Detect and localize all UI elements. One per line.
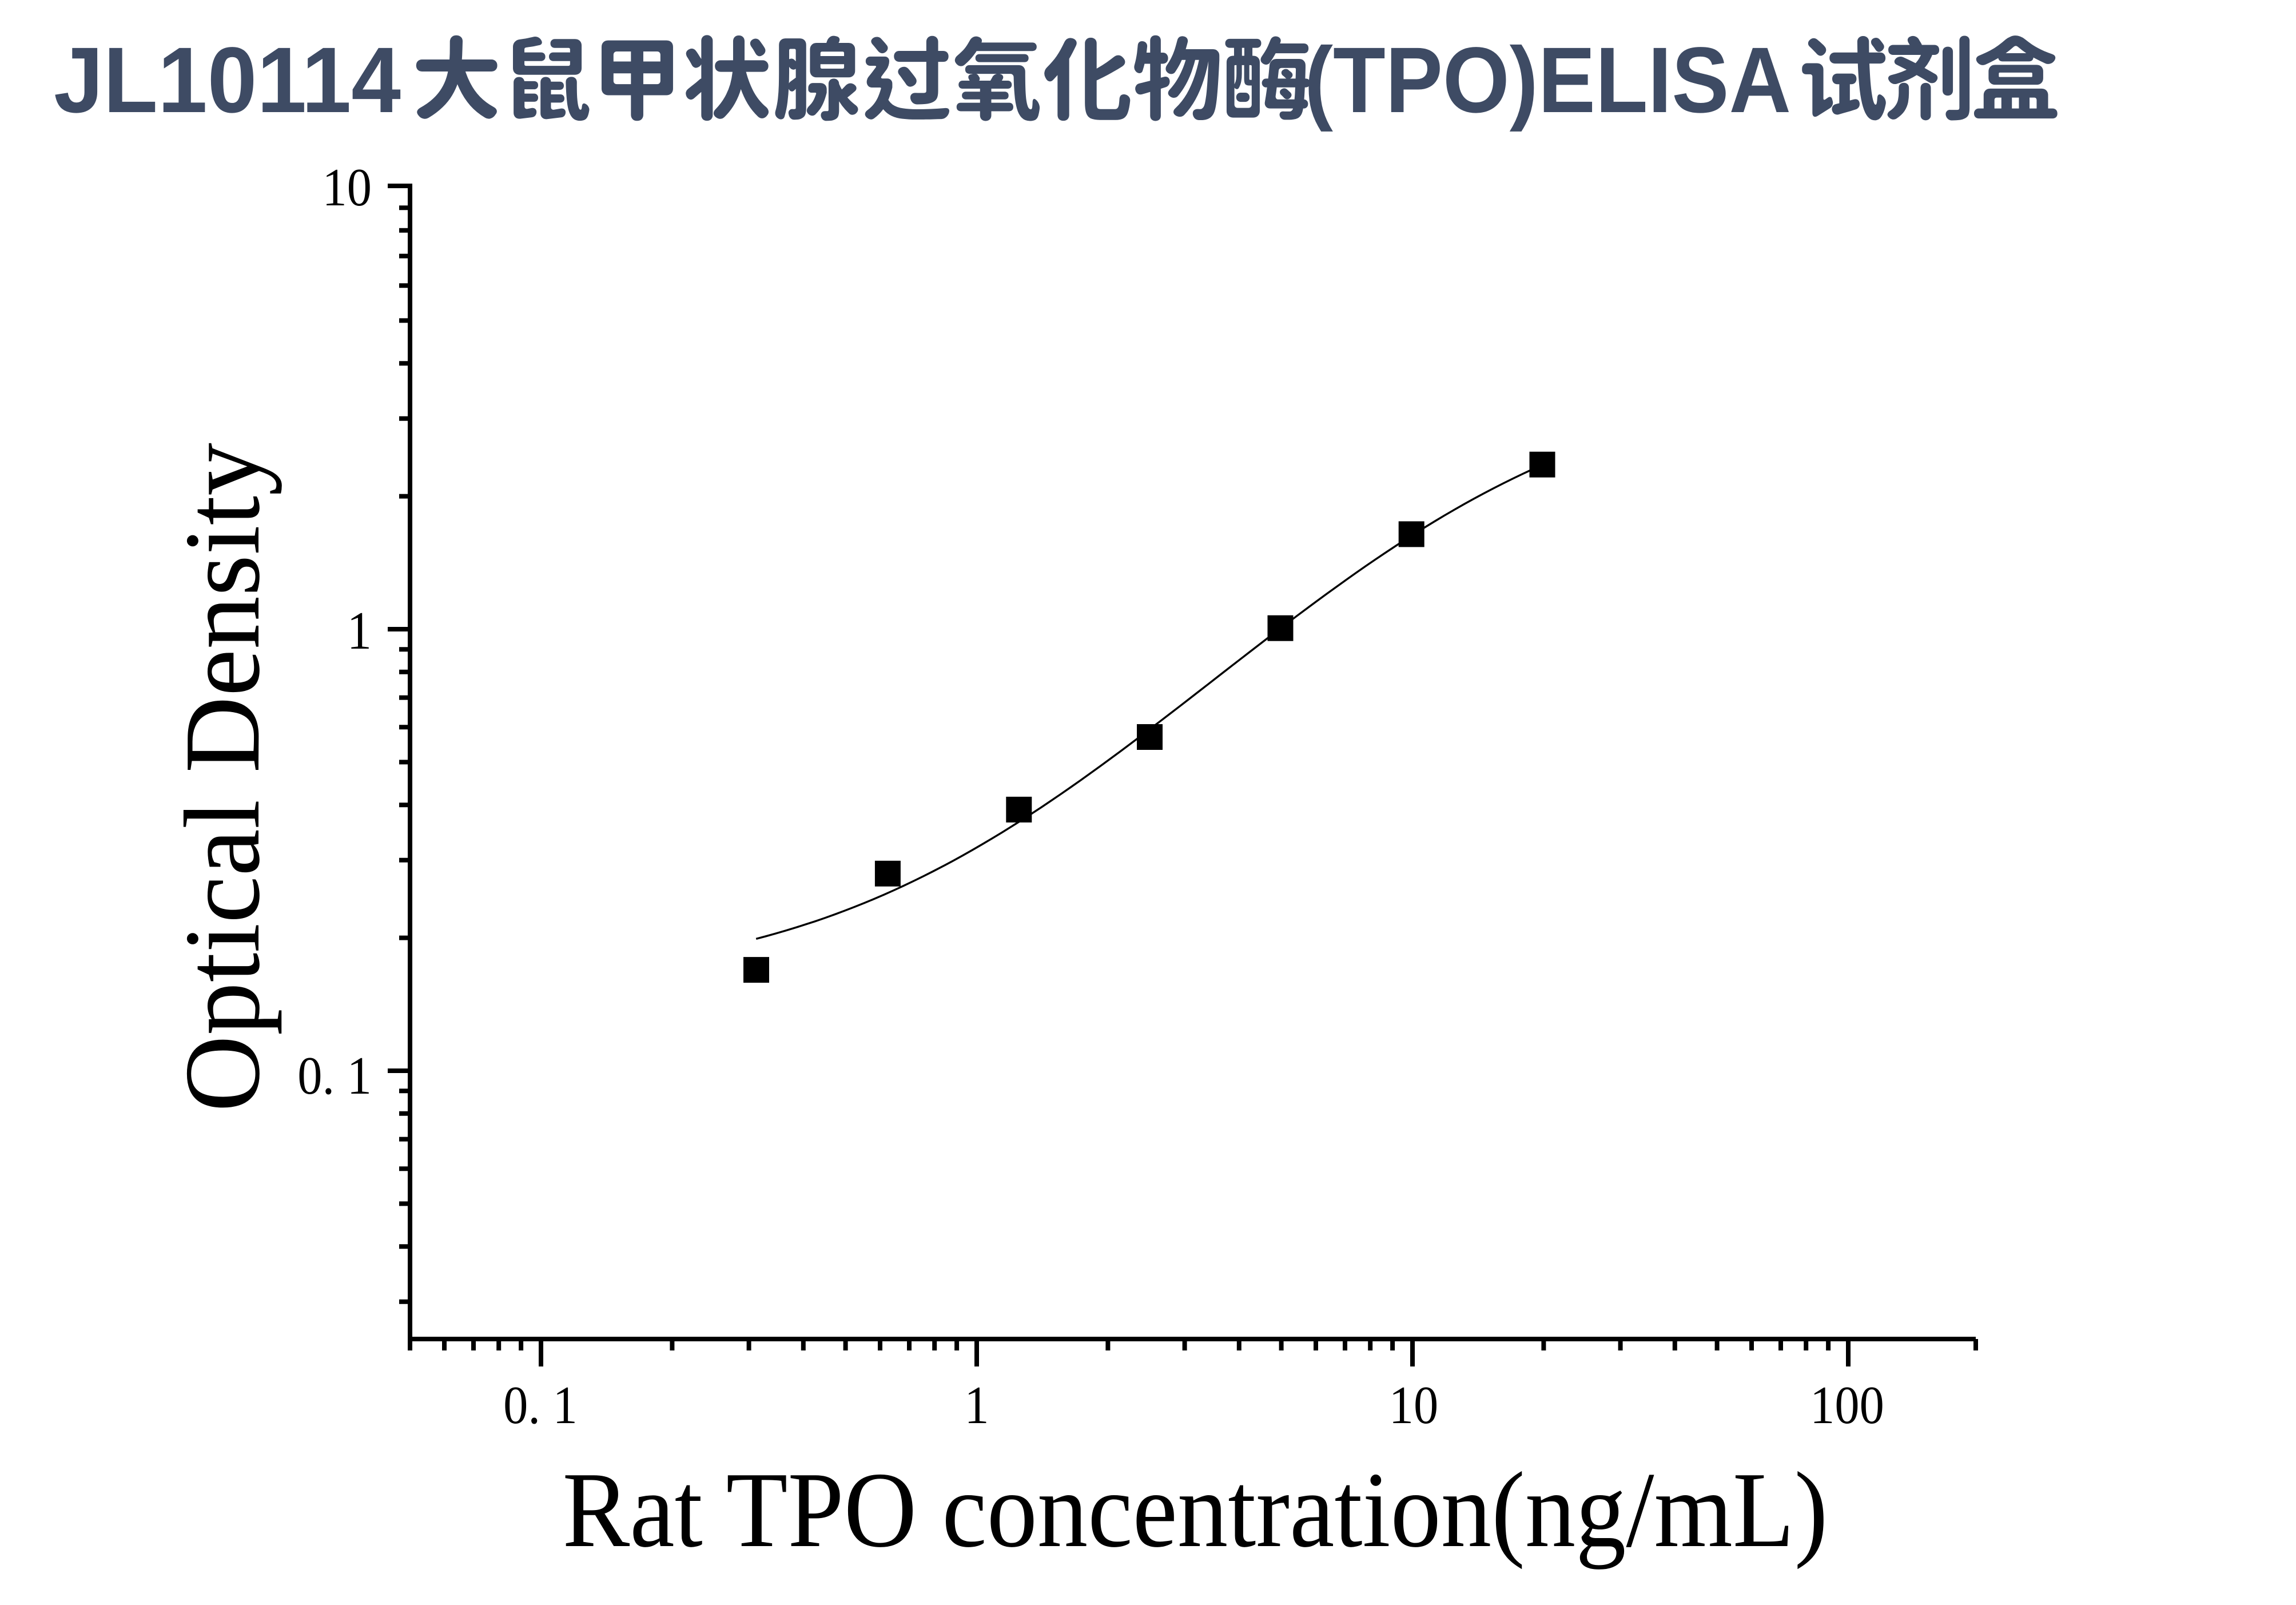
svg-text:1: 1 (964, 1376, 989, 1435)
svg-text:100: 100 (1810, 1376, 1884, 1435)
svg-text:0. 1: 0. 1 (297, 1046, 372, 1106)
svg-text:10: 10 (1389, 1376, 1438, 1435)
svg-text:(TPO)ELISA: (TPO)ELISA (1304, 27, 1791, 132)
svg-text:1: 1 (347, 601, 372, 661)
svg-text:0. 1: 0. 1 (503, 1376, 578, 1435)
svg-text:10: 10 (323, 158, 372, 217)
svg-text:Rat TPO concentration(ng/mL): Rat TPO concentration(ng/mL) (563, 1450, 1828, 1570)
svg-text:Optical Density: Optical Density (162, 443, 282, 1112)
svg-text:JL10114: JL10114 (54, 27, 401, 132)
